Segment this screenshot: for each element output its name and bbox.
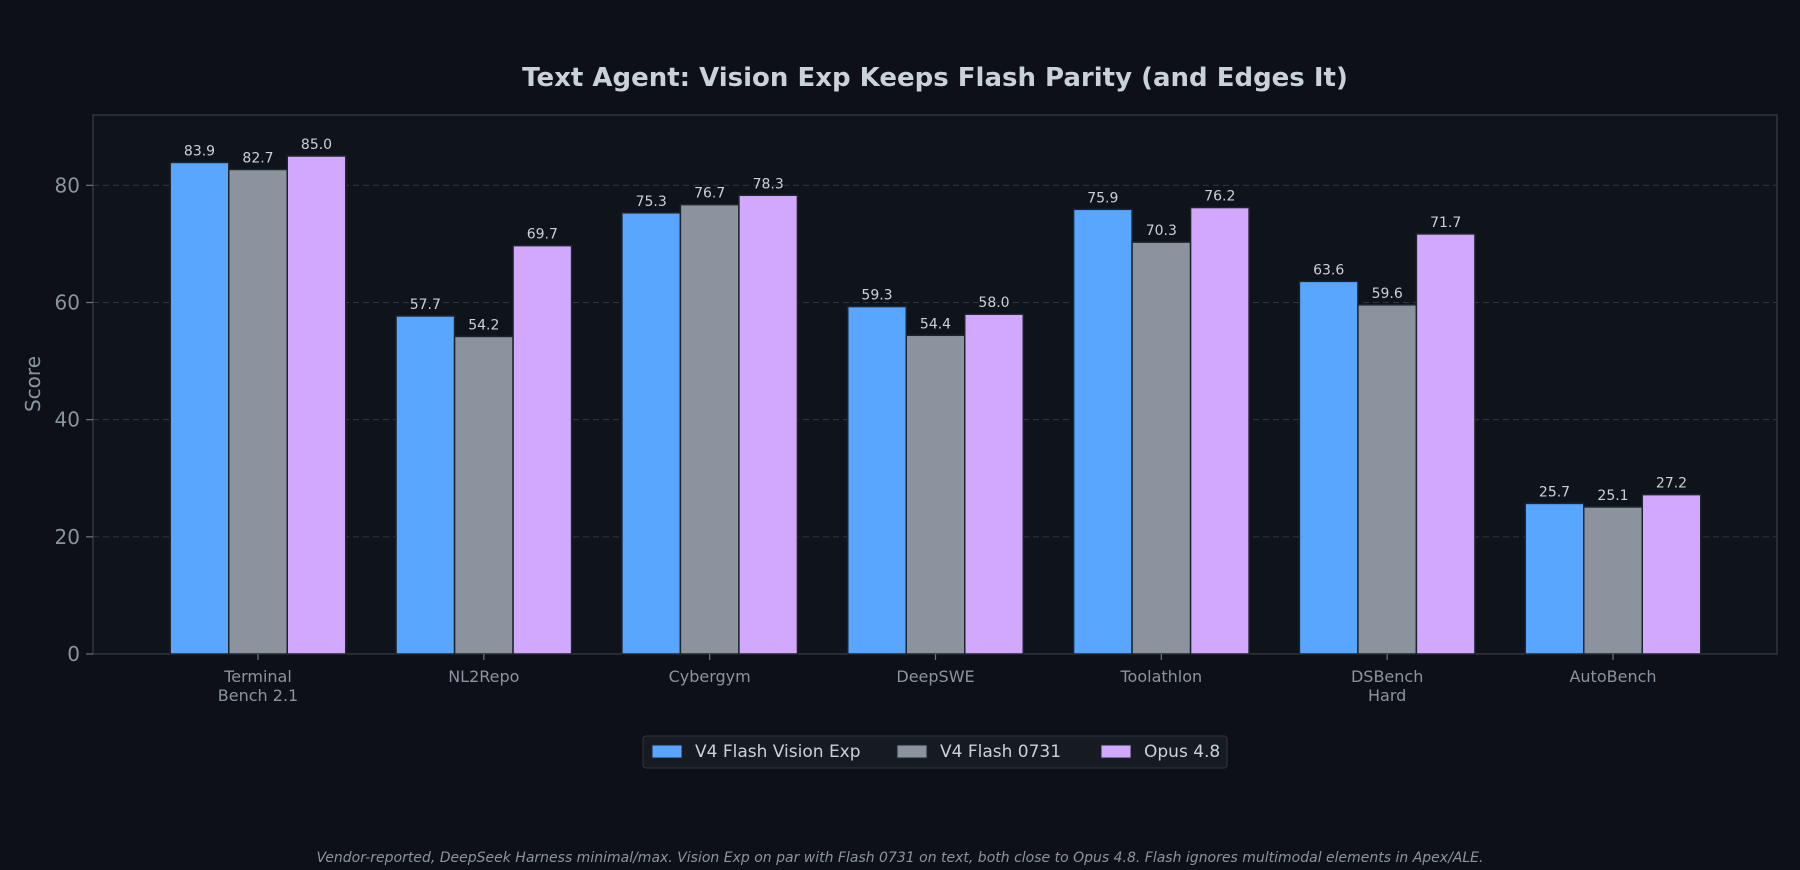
x-tick-label: Cybergym bbox=[669, 667, 751, 686]
bars bbox=[169, 155, 1702, 655]
data-label: 25.1 bbox=[1597, 488, 1628, 504]
legend-swatch bbox=[896, 744, 928, 759]
data-label: 85.0 bbox=[301, 137, 332, 153]
y-axis-label: Score bbox=[21, 356, 45, 412]
data-label: 75.9 bbox=[1087, 190, 1118, 206]
data-label: 69.7 bbox=[527, 227, 558, 243]
y-tick-label: 40 bbox=[55, 408, 80, 432]
data-label: 76.2 bbox=[1204, 189, 1235, 205]
data-label: 75.3 bbox=[636, 194, 667, 210]
data-label: 57.7 bbox=[410, 297, 441, 313]
bar bbox=[169, 161, 230, 655]
x-tick-label: Toolathlon bbox=[1119, 667, 1202, 686]
y-axis: 0 20 40 60 80 bbox=[55, 173, 93, 666]
bar bbox=[512, 244, 573, 655]
bar bbox=[1072, 208, 1133, 655]
bar bbox=[1357, 304, 1418, 655]
data-label: 63.6 bbox=[1313, 262, 1344, 278]
data-label: 83.9 bbox=[184, 143, 215, 159]
x-tick-label: NL2Repo bbox=[448, 667, 519, 686]
data-label: 82.7 bbox=[242, 150, 273, 166]
bar bbox=[905, 334, 966, 655]
bar bbox=[228, 168, 288, 655]
legend-label: V4 Flash Vision Exp bbox=[695, 742, 861, 762]
y-tick-label: 0 bbox=[67, 642, 80, 666]
x-tick-label: Terminal bbox=[223, 667, 292, 686]
legend-label: V4 Flash 0731 bbox=[940, 742, 1061, 762]
bar bbox=[1641, 493, 1702, 655]
bar bbox=[964, 313, 1024, 655]
data-label: 54.4 bbox=[920, 316, 951, 332]
x-tick-label: AutoBench bbox=[1569, 667, 1656, 686]
bar bbox=[286, 155, 347, 655]
bar bbox=[1189, 206, 1250, 655]
x-tick-label: DSBench bbox=[1351, 667, 1423, 686]
bar bbox=[1131, 241, 1192, 655]
bar bbox=[847, 305, 907, 655]
bar bbox=[453, 335, 514, 655]
bar bbox=[1583, 506, 1643, 655]
data-label: 59.3 bbox=[861, 288, 892, 304]
x-tick-label: Bench 2.1 bbox=[218, 686, 298, 705]
bar bbox=[738, 194, 799, 655]
x-tick-label: Hard bbox=[1368, 686, 1406, 705]
y-tick-label: 20 bbox=[55, 525, 80, 549]
data-label: 59.6 bbox=[1372, 286, 1403, 302]
data-label: 78.3 bbox=[753, 176, 784, 192]
data-label: 71.7 bbox=[1430, 215, 1461, 231]
legend-swatch bbox=[1100, 744, 1132, 759]
legend-swatch bbox=[651, 744, 683, 759]
bar bbox=[1298, 280, 1359, 655]
x-tick-label: DeepSWE bbox=[896, 667, 974, 686]
bar bbox=[1415, 233, 1476, 655]
data-labels: 83.9 82.7 85.0 57.7 54.2 69.7 75.3 76.7 78.3 59.3… bbox=[184, 137, 1687, 504]
bar bbox=[1524, 502, 1585, 655]
legend: V4 Flash Vision Exp V4 Flash 0731 Opus 4.8 bbox=[642, 735, 1228, 769]
legend-label: Opus 4.8 bbox=[1144, 742, 1220, 762]
data-label: 27.2 bbox=[1656, 476, 1687, 492]
bar bbox=[621, 212, 682, 655]
data-label: 70.3 bbox=[1146, 223, 1177, 239]
bar bbox=[395, 315, 456, 655]
bar bbox=[679, 203, 740, 655]
data-label: 54.2 bbox=[468, 317, 499, 333]
legend-frame bbox=[642, 735, 1228, 769]
y-tick-label: 80 bbox=[55, 173, 80, 197]
data-label: 76.7 bbox=[694, 186, 725, 202]
chart-title: Text Agent: Vision Exp Keeps Flash Parit… bbox=[522, 63, 1348, 93]
footnote: Vendor-reported, DeepSeek Harness minima… bbox=[317, 850, 1484, 866]
data-label: 25.7 bbox=[1539, 484, 1570, 500]
y-tick-label: 60 bbox=[55, 290, 80, 314]
data-label: 58.0 bbox=[978, 295, 1009, 311]
